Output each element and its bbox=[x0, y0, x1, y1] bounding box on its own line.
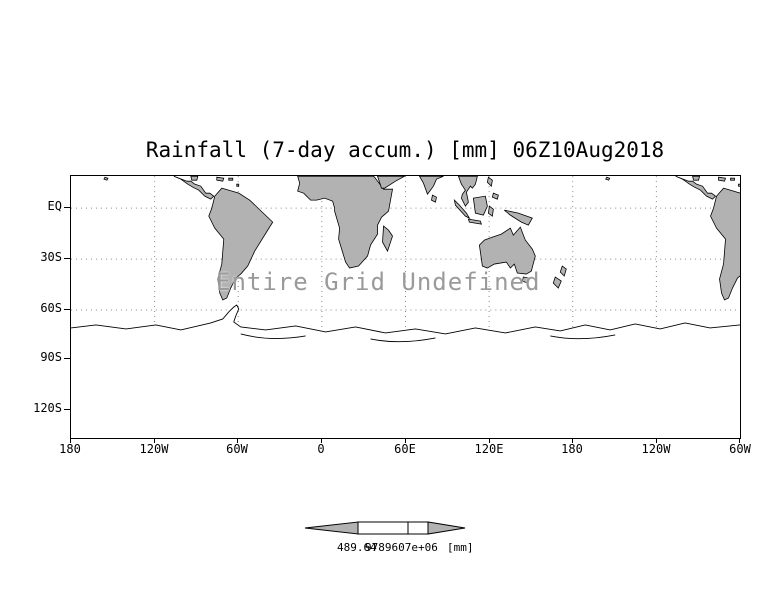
sri-lanka bbox=[431, 194, 437, 203]
sumatra bbox=[453, 198, 471, 220]
colorbar-label-1: 489.64 bbox=[337, 541, 377, 554]
hispaniola bbox=[216, 176, 225, 182]
colorbar-label-2: 9789607e+06 bbox=[365, 541, 438, 554]
australia bbox=[478, 226, 536, 275]
grid-undefined-message: Entire Grid Undefined bbox=[216, 268, 541, 296]
lat-label-120s: 120S bbox=[33, 401, 62, 415]
lon-tick bbox=[489, 438, 490, 443]
americas-group bbox=[103, 176, 274, 301]
colorbar-segment-1 bbox=[357, 521, 409, 535]
lon-tick bbox=[237, 438, 238, 443]
madagascar bbox=[382, 225, 393, 253]
colorbar-left-arrow-icon bbox=[304, 521, 359, 535]
lon-label-60e: 60E bbox=[394, 442, 416, 456]
lat-label-90s: 90S bbox=[40, 350, 62, 364]
lon-label-120e: 120E bbox=[474, 442, 504, 456]
lon-label-180a: 180 bbox=[59, 442, 81, 456]
lon-tick bbox=[656, 438, 657, 443]
ice-shelf-line-2 bbox=[370, 337, 436, 343]
africa bbox=[297, 176, 393, 269]
map-plot-area: Entire Grid Undefined bbox=[70, 175, 741, 439]
lon-tick bbox=[572, 438, 573, 443]
lat-tick bbox=[64, 409, 70, 410]
lon-label-120wa: 120W bbox=[139, 442, 169, 456]
sulawesi bbox=[487, 205, 494, 217]
continents bbox=[103, 176, 740, 301]
colorbar-unit-label: [mm] bbox=[447, 541, 474, 554]
indochina bbox=[457, 176, 478, 207]
new-guinea bbox=[504, 209, 533, 226]
plot-title: Rainfall (7-day accum.) [mm] 06Z10Aug201… bbox=[145, 138, 665, 162]
lat-tick bbox=[64, 207, 70, 208]
lon-label-180b: 180 bbox=[561, 442, 583, 456]
lon-tick bbox=[739, 438, 740, 443]
lat-label-eq: EQ bbox=[47, 199, 62, 213]
lon-tick bbox=[154, 438, 155, 443]
lesser-antilles bbox=[236, 183, 240, 187]
lat-label-60s: 60S bbox=[40, 301, 62, 315]
luzon bbox=[486, 176, 493, 188]
lon-label-60wb: 60W bbox=[729, 442, 751, 456]
colorbar bbox=[304, 521, 466, 535]
lat-tick bbox=[64, 358, 70, 359]
lat-tick bbox=[64, 258, 70, 259]
lat-tick bbox=[64, 309, 70, 310]
yucatan bbox=[190, 176, 199, 181]
lon-label-60wa: 60W bbox=[226, 442, 248, 456]
lon-label-0: 0 bbox=[317, 442, 325, 456]
lon-tick bbox=[321, 438, 322, 443]
south-america bbox=[208, 187, 274, 301]
tasmania bbox=[521, 276, 529, 284]
new-zealand-north bbox=[559, 265, 567, 277]
hawaii bbox=[103, 176, 109, 181]
india bbox=[418, 176, 444, 195]
lon-tick bbox=[70, 438, 71, 443]
ice-shelf-line-1 bbox=[240, 333, 306, 339]
mindanao bbox=[491, 192, 499, 200]
new-zealand-south bbox=[552, 276, 562, 289]
lon-label-120wb: 120W bbox=[641, 442, 671, 456]
arabia bbox=[377, 176, 406, 189]
ice-shelf-line-3 bbox=[550, 334, 616, 340]
colorbar-right-arrow-icon bbox=[427, 521, 466, 535]
borneo bbox=[472, 195, 488, 216]
central-america bbox=[173, 176, 215, 200]
lat-label-30s: 30S bbox=[40, 250, 62, 264]
world-map bbox=[71, 176, 740, 438]
colorbar-segment-2 bbox=[407, 521, 429, 535]
lon-tick bbox=[405, 438, 406, 443]
java bbox=[467, 218, 482, 225]
antarctica-coastline bbox=[71, 304, 740, 335]
puerto-rico bbox=[228, 177, 234, 181]
